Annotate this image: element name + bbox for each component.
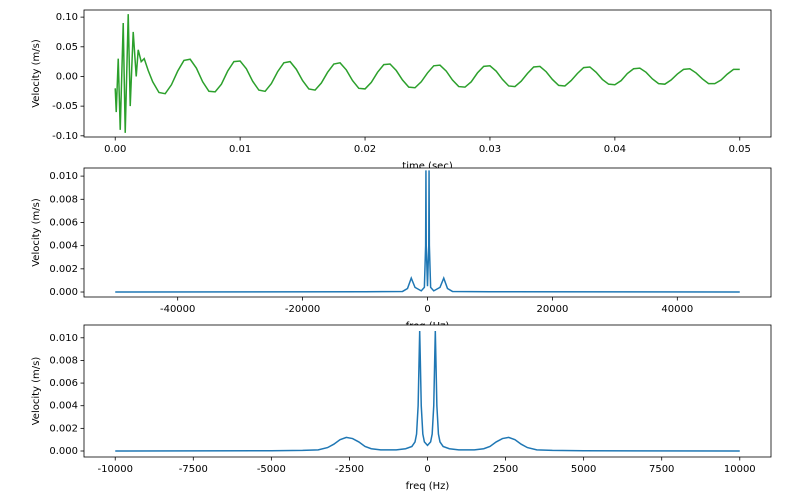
y-tick-label: 0.004 <box>49 401 78 412</box>
y-tick-label: -0.05 <box>52 101 78 112</box>
data-line <box>114 14 740 133</box>
x-axis-label: time (sec) <box>402 161 453 172</box>
y-tick-label: 0.000 <box>49 446 78 457</box>
x-tick-label: -20000 <box>285 304 320 315</box>
y-tick-label: 0.000 <box>49 287 78 298</box>
x-tick-label: 0.04 <box>604 144 626 155</box>
x-tick-label: 7500 <box>649 464 674 475</box>
x-tick-label: -2500 <box>335 464 364 475</box>
y-tick-label: 0.010 <box>49 333 78 344</box>
y-axis-label: Velocity (m/s) <box>31 198 42 267</box>
y-tick-label: 0.008 <box>49 355 78 366</box>
y-tick-label: 0.05 <box>56 42 78 53</box>
y-tick-label: 0.010 <box>49 171 78 182</box>
x-tick-label: 0.00 <box>104 144 126 155</box>
y-tick-label: 0.008 <box>49 194 78 205</box>
x-tick-label: 0 <box>424 464 430 475</box>
x-tick-label: -5000 <box>257 464 286 475</box>
x-tick-label: 0.02 <box>354 144 376 155</box>
y-tick-label: -0.10 <box>52 131 78 142</box>
x-tick-label: 0 <box>424 304 430 315</box>
x-tick-label: 0.03 <box>479 144 501 155</box>
y-tick-label: 0.006 <box>49 378 78 389</box>
y-tick-label: 0.006 <box>49 217 78 228</box>
x-tick-label: -40000 <box>160 304 195 315</box>
axes-frame <box>83 167 772 298</box>
x-tick-label: 40000 <box>661 304 693 315</box>
x-tick-label: 10000 <box>724 464 756 475</box>
x-tick-label: 0.05 <box>729 144 751 155</box>
x-tick-label: -10000 <box>98 464 133 475</box>
axes-frame <box>83 324 772 458</box>
y-tick-label: 0.002 <box>49 264 78 275</box>
x-axis-label: freq (Hz) <box>406 481 450 492</box>
x-tick-label: 2500 <box>493 464 518 475</box>
y-tick-label: 0.10 <box>56 12 78 23</box>
x-tick-label: 0.01 <box>229 144 251 155</box>
axes-frame <box>83 9 772 138</box>
x-tick-label: -7500 <box>179 464 208 475</box>
x-tick-label: 5000 <box>571 464 596 475</box>
y-tick-label: 0.00 <box>56 71 78 82</box>
axes-background <box>84 325 771 457</box>
y-axis-label: Velocity (m/s) <box>31 39 42 108</box>
y-axis-label: Velocity (m/s) <box>31 357 42 426</box>
data-line <box>115 330 740 452</box>
data-line <box>115 170 740 293</box>
y-tick-label: 0.002 <box>49 423 78 434</box>
x-tick-label: 20000 <box>537 304 569 315</box>
y-tick-label: 0.004 <box>49 241 78 252</box>
